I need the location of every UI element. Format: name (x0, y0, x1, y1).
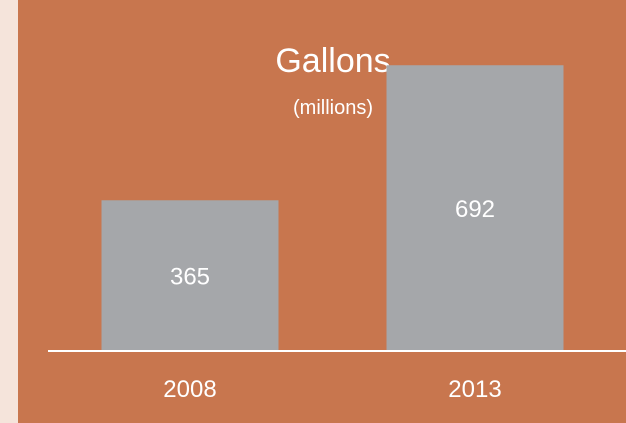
bar-2013 (386, 65, 564, 352)
chart-panel: Gallons (millions) 365 2008 692 2013 (18, 0, 626, 423)
category-label-2008: 2008 (163, 376, 216, 403)
bar-group (101, 65, 564, 352)
bar-2008 (101, 200, 279, 351)
chart-subtitle: (millions) (293, 97, 373, 119)
label-group: 365 2008 692 2013 (163, 196, 501, 403)
data-label-2008: 365 (170, 264, 210, 291)
data-label-2013: 692 (455, 196, 495, 223)
bar-chart: Gallons (millions) 365 2008 692 2013 (18, 0, 626, 423)
category-label-2013: 2013 (448, 376, 501, 403)
chart-title: Gallons (275, 42, 390, 80)
